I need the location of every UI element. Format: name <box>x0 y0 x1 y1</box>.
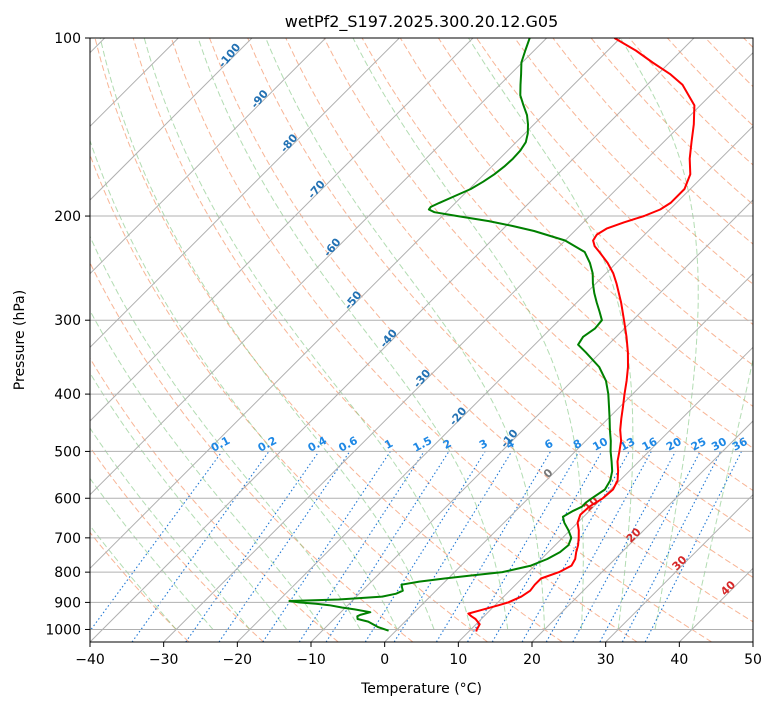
x-tick-label: −10 <box>296 652 326 668</box>
x-tick-label: 0 <box>380 652 389 668</box>
mixing-ratio-label: 36 <box>730 435 750 454</box>
x-tick-label: 10 <box>449 652 467 668</box>
isotherm-line <box>531 420 753 642</box>
moist-adiabat <box>265 38 545 630</box>
y-tick-label: 200 <box>54 209 81 225</box>
isotherm-line <box>457 346 753 642</box>
dry-adiabat <box>247 38 753 578</box>
x-tick-label: 50 <box>744 652 762 668</box>
y-tick-label: 300 <box>54 313 81 329</box>
isotherm-line <box>310 199 753 642</box>
isotherm-line <box>90 38 474 422</box>
mixing-ratio-line <box>90 451 223 632</box>
x-tick-label: 20 <box>523 652 541 668</box>
mixing-ratio-line <box>364 451 486 642</box>
grid-lines <box>90 38 753 642</box>
isotherm-line <box>163 51 753 642</box>
x-axis-label: Temperature (°C) <box>360 681 482 697</box>
isotherm-line <box>236 125 753 642</box>
x-tick-label: 30 <box>597 652 615 668</box>
isotherm-line <box>90 38 253 201</box>
mixing-ratio-line <box>218 451 351 642</box>
x-tick-label: 40 <box>670 652 688 668</box>
mixing-ratio-label: 10 <box>590 435 610 454</box>
mixing-ratio-label: 13 <box>618 435 638 454</box>
y-tick-label: 700 <box>54 531 81 547</box>
mixing-ratio-label: 16 <box>640 435 660 454</box>
mixing-ratio-line <box>325 451 450 642</box>
y-tick-label: 900 <box>54 595 81 611</box>
moist-adiabat <box>90 427 251 630</box>
plot-frame <box>89 37 754 643</box>
moist-adiabat <box>468 38 634 630</box>
mixing-ratio-line <box>491 451 603 642</box>
mixing-ratio-label: 20 <box>664 435 684 454</box>
dry-adiabat <box>90 531 190 642</box>
dry-adiabat <box>132 38 638 642</box>
mixing-ratio-line <box>572 451 677 642</box>
mixing-ratio-line <box>185 451 320 642</box>
reference-lines <box>90 38 753 642</box>
mixing-ratio-line <box>435 451 552 642</box>
dewpoint-profile <box>288 38 614 632</box>
moist-adiabat <box>619 38 699 630</box>
y-tick-label: 1000 <box>45 622 81 638</box>
moist-adiabat <box>197 38 509 630</box>
mixing-ratio-label: 25 <box>689 435 709 454</box>
dry-adiabat <box>209 38 753 623</box>
y-tick-label: 800 <box>54 565 81 581</box>
dry-adiabat <box>437 38 753 366</box>
dry-adiabat <box>94 38 563 642</box>
y-tick-label: 500 <box>54 444 81 460</box>
isotherm-line <box>90 38 327 275</box>
y-axis-label: Pressure (hPa) <box>12 290 28 390</box>
mixing-ratio-line <box>131 451 270 642</box>
mixing-ratio-label: 30 <box>709 435 729 454</box>
moist-adiabat <box>99 38 435 630</box>
dry-adiabat <box>399 38 753 408</box>
moist-adiabat <box>90 372 288 630</box>
x-tick-label: −30 <box>149 652 179 668</box>
dry-adiabat <box>90 446 264 642</box>
mixing-ratio-line <box>467 451 580 642</box>
isotherm-line <box>90 38 621 570</box>
isotherm-line <box>384 272 753 642</box>
isotherm-line <box>90 38 400 349</box>
chart-title: wetPf2_S197.2025.300.20.12.G05 <box>285 12 559 32</box>
isotherm-line <box>605 493 753 642</box>
data-series <box>288 38 696 632</box>
dry-adiabat <box>514 38 753 285</box>
axis-ticks: −40 −30 −20 −10 0 10 20 30 40 50 100 200 300 400 500 60… <box>45 31 762 668</box>
x-tick-label: −40 <box>75 652 105 668</box>
moist-adiabat <box>90 235 361 630</box>
mixing-ratio-line <box>393 451 513 642</box>
y-tick-label: 400 <box>54 387 81 403</box>
y-tick-label: 600 <box>54 491 81 507</box>
moist-adiabat <box>90 139 398 630</box>
mixing-ratio-line <box>521 451 630 642</box>
isotherm-line <box>90 38 695 642</box>
moist-adiabat <box>691 356 753 630</box>
x-tick-label: −20 <box>223 652 253 668</box>
dry-adiabat <box>90 153 488 642</box>
moist-adiabat <box>90 477 214 630</box>
temperature-profile <box>467 38 696 632</box>
isotherm-line <box>90 38 548 496</box>
moist-adiabat <box>90 524 177 630</box>
moist-adiabat <box>352 38 584 630</box>
y-tick-label: 100 <box>54 31 81 47</box>
